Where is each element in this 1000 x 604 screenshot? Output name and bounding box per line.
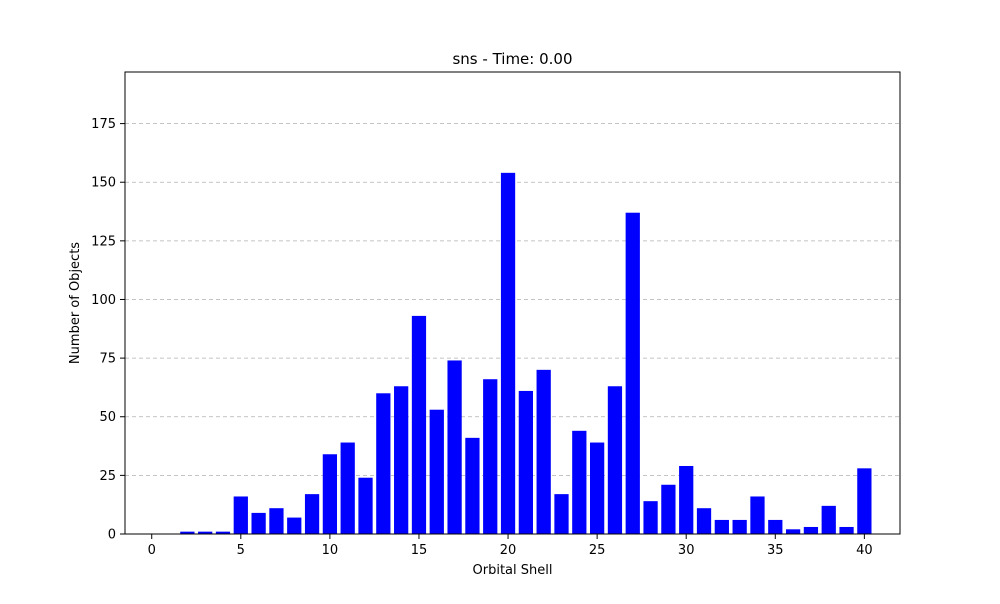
- bar-shell-9: [304, 494, 320, 534]
- y-axis-label: Number of Objects: [68, 242, 83, 364]
- bar-shell-33: [732, 519, 747, 534]
- y-tick-label: 175: [91, 117, 116, 132]
- bar-shell-39: [839, 526, 854, 534]
- bar-shell-25: [590, 442, 605, 534]
- bar-shell-19: [483, 379, 498, 534]
- bar-shell-17: [447, 360, 462, 534]
- bar-shell-15: [411, 315, 427, 534]
- y-tick-label: 150: [91, 176, 116, 191]
- x-tick-label: 15: [411, 543, 428, 558]
- bar-shell-36: [785, 529, 801, 534]
- bar-shell-26: [607, 386, 623, 534]
- bar-shell-2: [180, 531, 195, 534]
- bar-shell-37: [803, 526, 819, 534]
- bar-shell-7: [269, 508, 284, 534]
- bar-shell-4: [215, 531, 231, 534]
- bar-shell-32: [714, 519, 729, 534]
- x-tick-label: 5: [237, 543, 245, 558]
- bar-shell-28: [643, 501, 658, 534]
- bar-shell-24: [572, 430, 587, 534]
- x-tick-label: 35: [767, 543, 784, 558]
- bar-shell-27: [625, 212, 640, 534]
- x-axis-ticks: 0 5 10 15 20 25 30 35 40: [148, 534, 873, 558]
- bar-shell-14: [394, 386, 409, 534]
- y-tick-label: 100: [91, 293, 116, 308]
- bar-shell-38: [821, 505, 836, 534]
- bar-shell-30: [679, 465, 694, 534]
- chart-title: sns - Time: 0.00: [452, 50, 572, 68]
- y-tick-label: 125: [91, 234, 116, 249]
- bar-shell-11: [340, 442, 355, 534]
- x-axis-label: Orbital Shell: [473, 563, 553, 578]
- bar-shell-18: [465, 437, 480, 534]
- bar-shell-35: [768, 519, 783, 534]
- bar-shell-20: [500, 172, 516, 534]
- y-axis-ticks: 0 25 50 75 100 125 150 175: [91, 117, 125, 543]
- bar-shell-3: [198, 531, 213, 534]
- bar-shell-34: [750, 496, 765, 534]
- bar-shell-8: [287, 517, 302, 534]
- bar-shell-22: [536, 369, 551, 534]
- bar-shell-21: [518, 390, 533, 534]
- bar-shell-6: [251, 512, 266, 534]
- y-tick-label: 0: [108, 528, 116, 543]
- plot-frame: [124, 71, 901, 535]
- bar-shell-5: [233, 496, 248, 534]
- x-tick-label: 30: [678, 543, 695, 558]
- bar-shell-16: [429, 409, 444, 534]
- x-tick-label: 10: [322, 543, 339, 558]
- bar-shell-13: [376, 393, 391, 534]
- bar-shell-29: [661, 484, 676, 534]
- x-tick-label: 20: [500, 543, 517, 558]
- y-tick-label: 25: [99, 469, 116, 484]
- y-tick-label: 75: [99, 352, 116, 367]
- y-tick-label: 50: [99, 410, 116, 425]
- x-tick-label: 0: [148, 543, 156, 558]
- bars: [180, 172, 872, 534]
- bar-shell-40: [857, 468, 872, 534]
- bar-shell-31: [696, 508, 712, 534]
- x-tick-label: 40: [856, 543, 873, 558]
- x-tick-label: 25: [589, 543, 606, 558]
- bar-shell-10: [322, 454, 338, 534]
- bar-shell-23: [554, 494, 569, 534]
- bar-shell-12: [358, 477, 373, 534]
